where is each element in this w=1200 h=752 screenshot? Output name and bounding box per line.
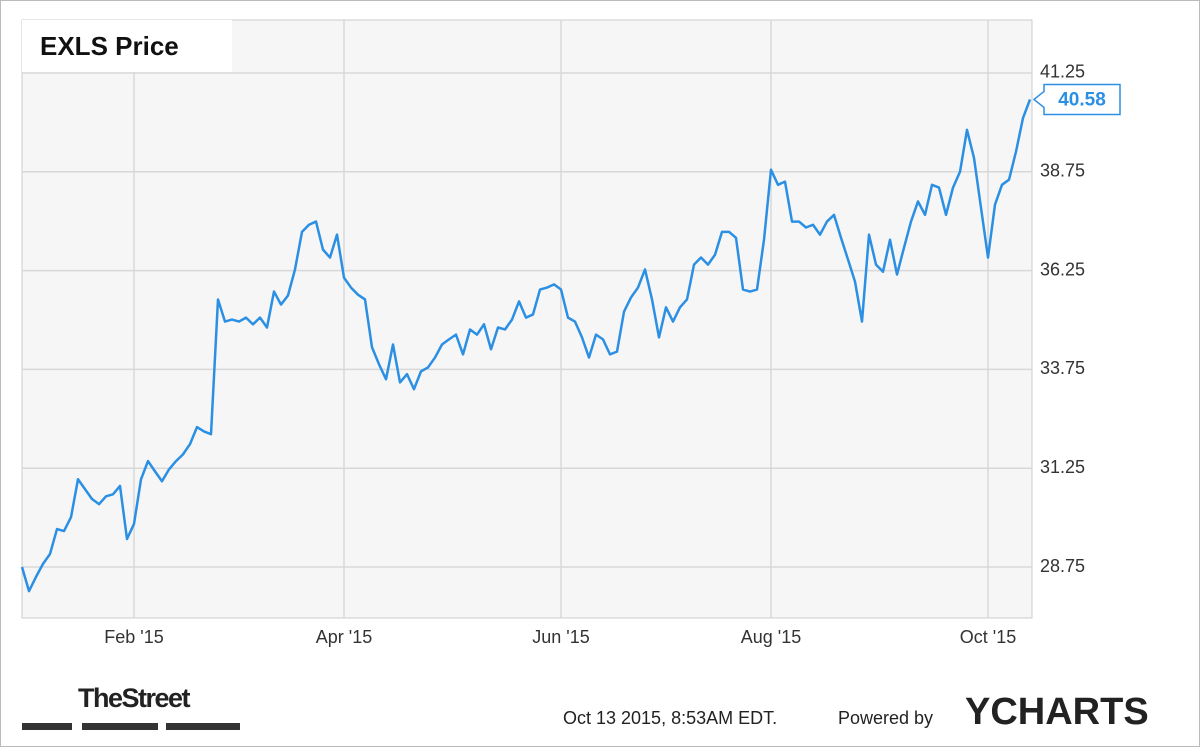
- logo-bar: [82, 723, 158, 730]
- marks: [20, 98, 1032, 593]
- y-tick-label: 33.75: [1040, 358, 1085, 378]
- y-tick-label: 28.75: [1040, 556, 1085, 576]
- powered-by: Powered by: [838, 708, 933, 728]
- price-line: [20, 98, 1032, 593]
- source-logo: TheStreet: [78, 683, 191, 713]
- brand-logo: YCHARTS: [965, 691, 1149, 733]
- timestamp: Oct 13 2015, 8:53AM EDT.: [563, 708, 777, 728]
- y-tick-label: 41.25: [1040, 62, 1085, 82]
- x-tick-label: Oct '15: [960, 627, 1016, 647]
- y-tick-label: 38.75: [1040, 161, 1085, 181]
- x-tick-label: Jun '15: [532, 627, 589, 647]
- logo-bar: [166, 723, 240, 730]
- x-tick-label: Aug '15: [741, 627, 802, 647]
- last-value-box: [1032, 83, 1121, 116]
- y-tick-label: 36.25: [1040, 259, 1085, 279]
- x-tick-label: Feb '15: [104, 627, 163, 647]
- title-box: [22, 20, 232, 72]
- chart-title: EXLS Price: [40, 31, 179, 61]
- y-tick-label: 31.25: [1040, 457, 1085, 477]
- logo-bar: [22, 723, 72, 730]
- x-tick-label: Apr '15: [316, 627, 372, 647]
- plot-area: [21, 19, 1033, 619]
- last-value-label: 40.58: [1058, 89, 1106, 110]
